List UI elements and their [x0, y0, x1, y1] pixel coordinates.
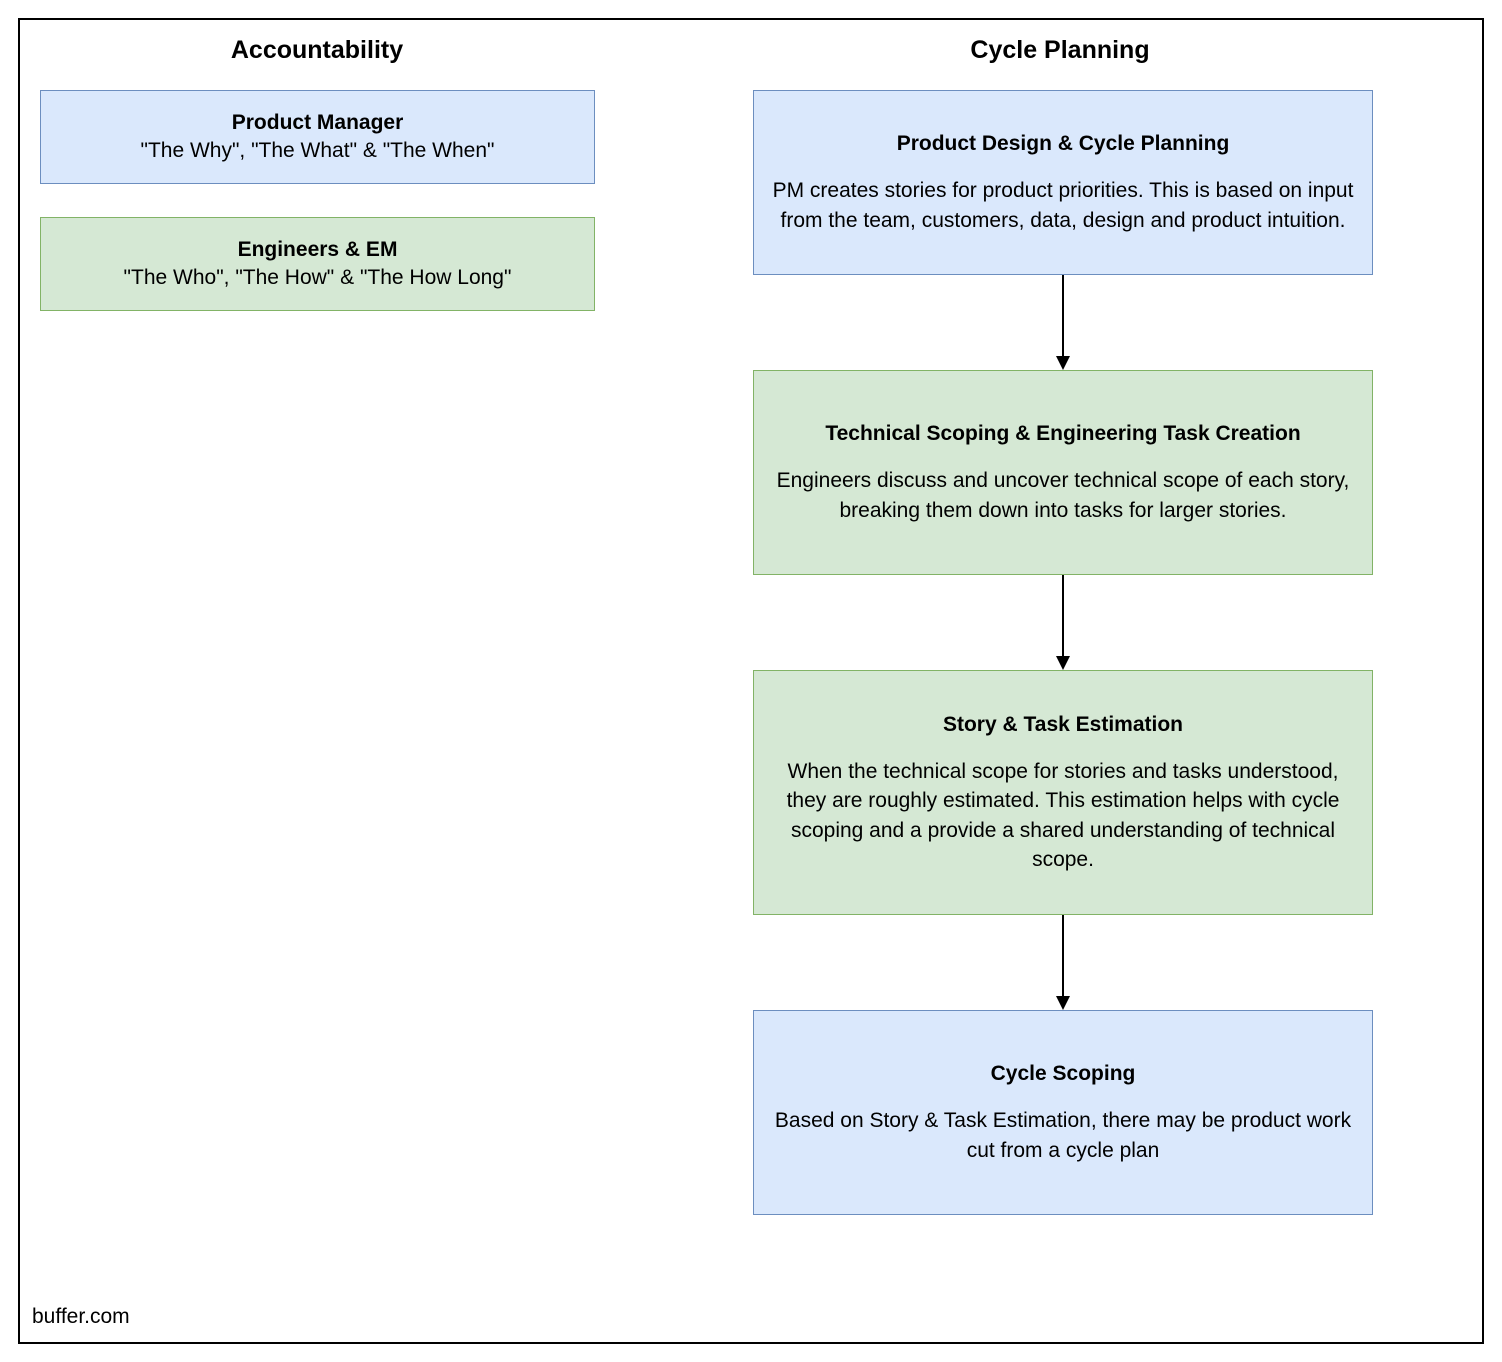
- box-title: Story & Task Estimation: [943, 711, 1183, 739]
- box-description: PM creates stories for product prioritie…: [772, 176, 1354, 235]
- flow-node-story-estimation: Story & Task Estimation When the technic…: [753, 670, 1373, 915]
- box-title: Product Design & Cycle Planning: [897, 130, 1230, 158]
- box-subtitle: "The Who", "The How" & "The How Long": [124, 264, 512, 292]
- accountability-box-engineers: Engineers & EM "The Who", "The How" & "T…: [40, 217, 595, 311]
- box-description: Engineers discuss and uncover technical …: [772, 466, 1354, 525]
- flow-arrow-icon: [1043, 575, 1083, 670]
- box-subtitle: "The Why", "The What" & "The When": [140, 137, 494, 165]
- accountability-box-product-manager: Product Manager "The Why", "The What" & …: [40, 90, 595, 184]
- box-title: Cycle Scoping: [991, 1060, 1136, 1088]
- box-title: Technical Scoping & Engineering Task Cre…: [825, 420, 1300, 448]
- flow-node-cycle-scoping: Cycle Scoping Based on Story & Task Esti…: [753, 1010, 1373, 1215]
- flow-arrow-icon: [1043, 275, 1083, 370]
- box-description: Based on Story & Task Estimation, there …: [772, 1106, 1354, 1165]
- heading-accountability: Accountability: [231, 36, 403, 65]
- flow-node-technical-scoping: Technical Scoping & Engineering Task Cre…: [753, 370, 1373, 575]
- heading-cycle-planning: Cycle Planning: [970, 36, 1149, 65]
- box-title: Engineers & EM: [238, 236, 398, 264]
- box-description: When the technical scope for stories and…: [772, 757, 1354, 875]
- footer-attribution: buffer.com: [32, 1305, 130, 1329]
- flow-node-product-design: Product Design & Cycle Planning PM creat…: [753, 90, 1373, 275]
- flow-arrow-icon: [1043, 915, 1083, 1010]
- box-title: Product Manager: [232, 109, 404, 137]
- diagram-canvas: Accountability Cycle Planning Product Ma…: [0, 0, 1502, 1362]
